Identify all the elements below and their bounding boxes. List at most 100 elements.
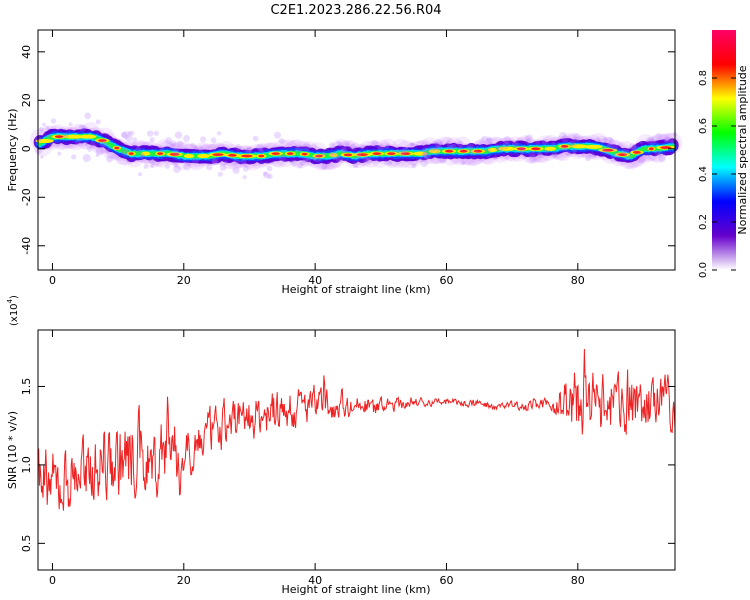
spectrogram-speckle [621,148,630,156]
spectrogram-speckle [274,131,281,139]
spectrogram-speckle [544,149,549,154]
spectrogram-speckle [240,158,247,165]
spectrogram-speckle [212,159,218,165]
spectrogram-speckle [62,132,69,139]
spectrogram-speckle [609,138,614,143]
colorbar-ticks: 0.0 0.2 0.4 0.6 0.8 [698,70,736,278]
spectrogram-speckle [153,130,159,136]
spectrogram-speckle [331,152,339,161]
colorbar-tick-label: 0.6 [698,118,709,134]
spectrogram-speckle [217,131,222,136]
spectrogram-y-ticks: 40 20 0 -20 -40 [20,45,675,255]
spectrogram-peak [570,144,588,149]
spectrogram-speckle [246,146,253,153]
spectrogram-speckle [256,143,264,152]
spectrogram-speckle [266,165,273,172]
spectrogram-speckle [234,144,242,151]
spectrogram-speckle [78,124,87,132]
spectrogram-speckle [329,152,335,157]
spectrogram-peak [212,153,224,157]
spectrogram-x-ticks: 0 20 40 60 80 [49,30,585,287]
spectrogram-speckle [446,140,451,145]
spectrogram-speckle [596,138,601,142]
snr-x-axis-label: Height of straight line (km) [281,583,430,596]
y-tick-label: 1.0 [20,456,33,474]
spectrogram-speckle [336,140,341,146]
spectrogram-speckle [190,142,195,148]
spectrogram-peak [444,149,454,153]
spectrogram-speckle [572,133,581,142]
spectrogram-speckle [71,154,77,160]
colorbar-scale [712,30,736,270]
spectrogram-peak [240,154,253,158]
spectrogram-speckle [194,146,198,151]
spectrogram-speckle [528,150,536,158]
spectrogram-speckle [655,133,663,141]
spectrogram-speckle [223,160,229,166]
x-tick-label: 80 [571,574,585,587]
spectrogram-speckle [234,159,240,165]
spectrogram-speckle [267,173,273,180]
spectrogram-speckle [648,136,654,143]
spectrogram-speckle [82,154,91,163]
spectrogram-speckle [95,119,101,125]
spectrogram-speckle [458,146,464,151]
spectrogram-speckle [537,151,542,157]
spectrogram-speckle [252,135,259,142]
spectrogram-speckle [488,141,493,146]
spectrogram-peak [228,153,237,157]
spectrogram-speckle [84,112,91,120]
spectrogram-speckle [601,147,607,152]
spectrogram-speckle [140,152,145,157]
spectrogram-speckle [650,138,657,145]
spectrogram-peak [400,152,411,156]
spectrogram-speckle [74,138,82,145]
spectrogram-speckle [486,136,491,142]
spectrogram-peak [487,148,498,152]
spectrogram-speckle [219,164,227,171]
spectrogram-speckle [432,140,437,145]
colorbar-tick-label: 0.0 [698,262,709,278]
spectrogram-speckle [328,142,336,149]
spectrogram-peak [602,148,614,152]
spectrogram-speckle [106,155,114,163]
spectrogram-peak [35,139,54,144]
spectrogram-peak [54,135,64,139]
snr-frame [37,329,676,571]
x-tick-label: 40 [308,274,322,287]
spectrogram-speckle [297,162,304,169]
spectrogram-speckle [321,151,327,157]
spectrogram-peak [660,146,672,149]
spectrogram-peak [459,149,468,153]
spectrogram-peak [63,134,84,139]
spectrogram-peak [197,154,210,159]
spectrogram-peak [356,153,368,157]
spectrogram-speckle [211,157,219,166]
spectrogram-speckle [170,140,177,147]
spectrogram-speckle [365,157,370,161]
spectrogram-speckle [551,141,556,146]
spectrogram-peak [560,144,569,148]
spectrogram-speckle [278,154,286,162]
spectrogram-speckle [585,155,591,162]
spectrogram-speckle [132,137,138,143]
spectrogram-speckle [95,147,104,156]
spectrogram-speckle [502,141,510,149]
snr-y-multiplier-base: (x10 [9,303,20,326]
spectrogram-speckle [164,164,170,170]
spectrogram-speckle [278,138,285,145]
spectrogram-speckle [138,172,143,177]
spectrogram-speckle [593,155,598,159]
x-tick-label: 60 [439,274,453,287]
colorbar: 0.0 0.2 0.4 0.6 0.8 Normalized spectral ampl… [698,30,749,278]
x-tick-label: 60 [439,574,453,587]
spectrogram-speckle [258,147,263,152]
spectrogram-peak [98,139,107,142]
spectrogram-speckle [608,141,613,146]
spectrogram-peak [632,151,641,154]
snr-plot-area [38,330,675,570]
spectrogram-speckle [518,146,526,154]
spectrogram-speckle [421,146,429,154]
spectrogram-speckle [361,144,366,149]
y-tick-label: 0.5 [20,535,33,553]
